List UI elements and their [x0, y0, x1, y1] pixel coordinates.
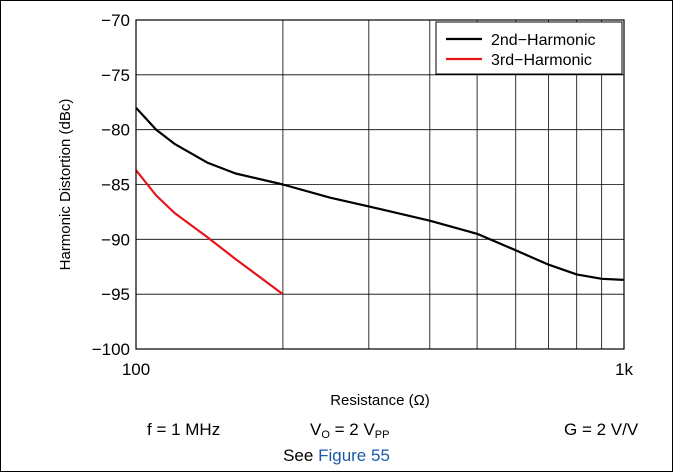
y-tick-label: −95: [101, 285, 130, 304]
x-axis-label: Resistance (Ω): [330, 392, 430, 409]
plot-frame: [135, 19, 625, 350]
y-tick-label: −85: [101, 176, 130, 195]
y-tick-label: −70: [101, 11, 130, 30]
y-tick-label: −80: [101, 121, 130, 140]
x-tick-label: 100: [122, 360, 150, 379]
see-figure-note: See Figure 55: [283, 446, 390, 465]
y-tick-label: −75: [101, 66, 130, 85]
legend-label: 3rd−Harmonic: [491, 52, 592, 69]
y-tick-label: −100: [92, 340, 130, 359]
frequency-condition: f = 1 MHz: [147, 420, 221, 439]
figure-55-link[interactable]: Figure 55: [318, 446, 390, 465]
legend-label: 2nd−Harmonic: [491, 32, 596, 49]
y-tick-label: −90: [101, 230, 130, 249]
y-axis-label: Harmonic Distortion (dBc): [57, 99, 74, 271]
gain-condition: G = 2 V/V: [564, 420, 639, 439]
series-line: [135, 106, 625, 281]
legend-box: [435, 21, 623, 75]
x-tick-label: 1k: [615, 360, 633, 379]
output-voltage-condition: VO = 2 VPP: [310, 420, 390, 441]
series-line: [135, 169, 284, 296]
